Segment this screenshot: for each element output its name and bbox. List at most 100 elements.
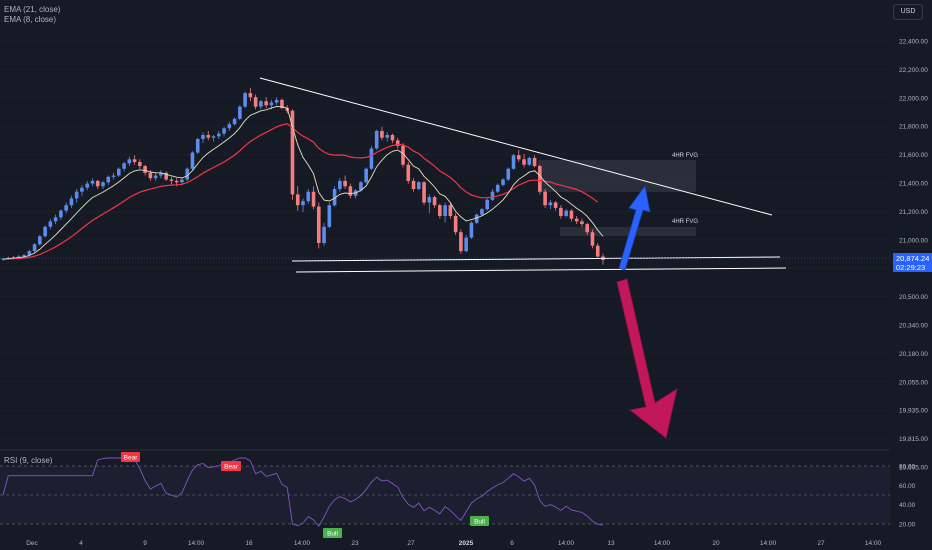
candle-body — [80, 187, 84, 192]
candle-body — [369, 148, 374, 169]
price-tick-label: 22,200.00 — [899, 67, 928, 74]
candle-body — [59, 210, 63, 218]
rsi-bear-label-1: Bear — [121, 452, 140, 462]
grid-lines — [0, 40, 890, 468]
rsi-bull-label-2: Bull — [470, 516, 489, 526]
time-tick-label: 6 — [510, 540, 514, 547]
candle-body — [595, 245, 600, 257]
candle-body — [290, 110, 295, 195]
price-tick-label: 21,000.00 — [899, 237, 928, 244]
candle-body — [206, 134, 211, 138]
ema8-legend[interactable]: EMA (8, close) — [4, 15, 57, 24]
candle-body — [243, 93, 247, 107]
currency-button[interactable]: USD — [893, 4, 923, 20]
price-tick-label: 21,400.00 — [899, 181, 928, 188]
candle-body — [195, 139, 200, 153]
candle-body — [343, 180, 347, 187]
candle-body — [148, 172, 153, 179]
candle-body — [464, 237, 468, 252]
candle-body — [248, 93, 253, 98]
candle-body — [490, 191, 495, 200]
candle-body — [138, 161, 142, 167]
candle-body — [53, 217, 58, 222]
time-tick-label: 14:00 — [760, 540, 777, 547]
bearish-arrow[interactable] — [616, 278, 678, 439]
candle-body — [232, 118, 237, 125]
candle-body — [469, 222, 474, 238]
candle-body — [574, 218, 579, 222]
price-axis[interactable]: 22,400.00 22,200.00 22,000.00 21,800.00 21,6… — [899, 39, 928, 472]
candle-body — [532, 157, 537, 167]
candle-body — [522, 159, 526, 165]
rsi-panel: Bear Bear Bull Bull 80.00 60.00 40.00 20.00 — [0, 449, 916, 538]
candle-body — [43, 226, 47, 237]
candlestick-series — [1, 87, 605, 265]
candle-body — [22, 255, 26, 257]
candle-body — [32, 244, 37, 252]
candle-body — [190, 152, 195, 169]
last-price-value: 20,874.24 — [896, 254, 930, 263]
candle-body — [227, 124, 232, 129]
svg-text:Bear: Bear — [124, 455, 139, 462]
candle-body — [27, 251, 32, 256]
candle-body — [301, 201, 305, 206]
candle-body — [385, 134, 390, 138]
candle-body — [538, 166, 542, 192]
time-tick-label: 14:00 — [188, 540, 205, 547]
price-tick-label: 19,695.00 — [899, 465, 928, 472]
candle-body — [64, 205, 68, 211]
ema21-line — [2, 123, 599, 260]
rsi-tick-label: 20.00 — [899, 521, 916, 528]
price-tick-label: 22,000.00 — [899, 95, 928, 102]
candle-body — [553, 202, 558, 208]
candle-body — [164, 172, 168, 180]
rsi-bull-label-1: Bull — [323, 528, 342, 538]
time-axis[interactable]: Dec 4 9 14:00 16 14:00 23 27 2025 6 14:00 13 14:00 20… — [26, 540, 881, 547]
candle-body — [201, 134, 205, 140]
candle-body — [143, 166, 147, 173]
candle-body — [16, 256, 21, 258]
candle-body — [306, 191, 311, 202]
svg-text:Bull: Bull — [474, 519, 485, 526]
candle-body — [332, 188, 337, 206]
candle-body — [432, 197, 437, 206]
rsi-legend[interactable]: RSI (9, close) — [4, 456, 53, 465]
candle-body — [564, 210, 568, 216]
time-tick-label: 14:00 — [294, 540, 311, 547]
price-tick-label: 19,815.00 — [899, 436, 928, 443]
candle-body — [38, 236, 42, 245]
time-tick-label: 16 — [245, 540, 253, 547]
fvg-lower-label: 4HR FVG — [672, 219, 698, 225]
time-tick-label: 2025 — [459, 540, 474, 547]
candle-body — [101, 182, 105, 187]
support-line-upper[interactable] — [291, 256, 781, 262]
arrow-up-icon — [618, 185, 651, 271]
candle-body — [559, 207, 563, 216]
support-line-lower[interactable] — [295, 267, 787, 273]
trend-lines[interactable] — [259, 77, 787, 273]
candle-body — [448, 205, 453, 216]
price-tick-label: 22,400.00 — [899, 39, 928, 46]
candle-body — [401, 145, 405, 165]
rsi-line — [2, 457, 604, 527]
candle-body — [174, 180, 179, 183]
time-tick-label: 4 — [79, 540, 83, 547]
candle-body — [506, 168, 511, 180]
ema8-line — [2, 106, 604, 260]
candle-body — [264, 101, 268, 106]
price-tick-label: 19,935.00 — [899, 408, 928, 415]
candle-body — [501, 179, 505, 185]
ema21-legend[interactable]: EMA (21, close) — [4, 5, 61, 14]
candle-body — [390, 134, 395, 141]
candle-body — [406, 164, 411, 181]
candle-body — [422, 182, 426, 203]
candle-body — [216, 133, 221, 137]
price-tick-label: 20,180.00 — [899, 351, 928, 358]
candle-body — [211, 136, 216, 138]
time-tick-label: 14:00 — [558, 540, 575, 547]
descending-trendline[interactable] — [259, 77, 773, 216]
bullish-arrow[interactable] — [618, 185, 651, 271]
candle-body — [590, 232, 595, 246]
candle-body — [316, 206, 321, 243]
